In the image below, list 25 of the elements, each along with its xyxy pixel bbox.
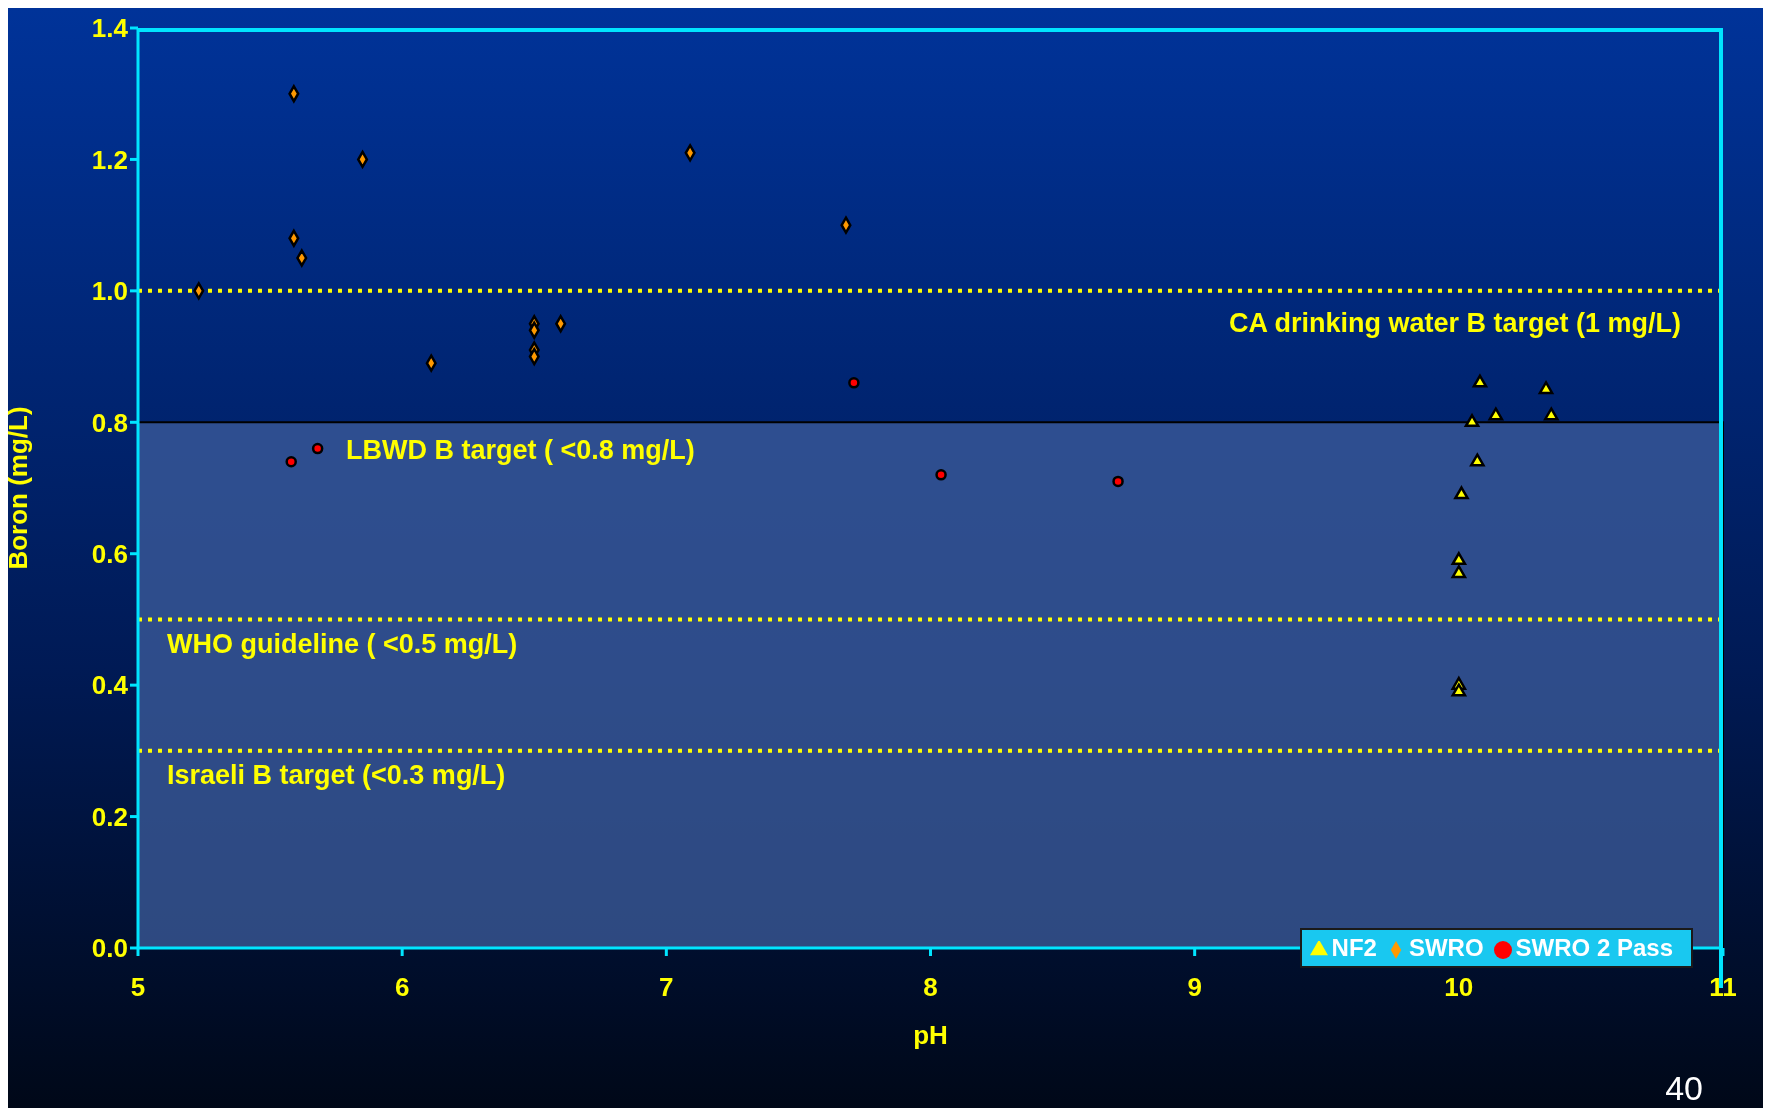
x-tick-label: 5: [130, 972, 146, 1003]
x-tick-label: 11: [1709, 972, 1737, 1003]
x-tick-label: 8: [923, 972, 938, 1003]
ref-line-label: WHO guideline ( <0.5 mg/L): [167, 628, 518, 659]
x-tick-label: 10: [1444, 972, 1474, 1003]
y-tick-label: 0.8: [91, 407, 128, 438]
legend-label: SWRO: [1408, 934, 1484, 961]
band-label: LBWD B target ( <0.8 mg/L): [346, 435, 695, 466]
legend-label: SWRO 2 Pass: [1515, 934, 1673, 961]
x-axis-title: pH: [913, 1020, 948, 1050]
y-axis-title: Boron (mg/L): [3, 406, 34, 570]
legend-label: NF2: [1331, 934, 1377, 961]
ref-line-label: CA drinking water B target (1 mg/L): [1228, 308, 1681, 339]
x-tick-label: 7: [659, 972, 674, 1003]
y-tick-label: 0.0: [91, 933, 128, 964]
y-tick-label: 1.2: [91, 144, 128, 175]
y-tick-label: 1.0: [91, 276, 128, 307]
x-tick-label: 6: [394, 972, 410, 1003]
y-tick-label: 1.4: [91, 13, 129, 44]
text: 40: [1665, 1069, 1703, 1108]
y-tick-label: 0.4: [91, 670, 129, 701]
x-tick-label: 9: [1187, 972, 1202, 1003]
y-tick-label: 0.2: [91, 801, 128, 832]
y-tick-label: 0.6: [91, 538, 128, 569]
ref-line-label: Israeli B target (<0.3 mg/L): [167, 760, 506, 791]
